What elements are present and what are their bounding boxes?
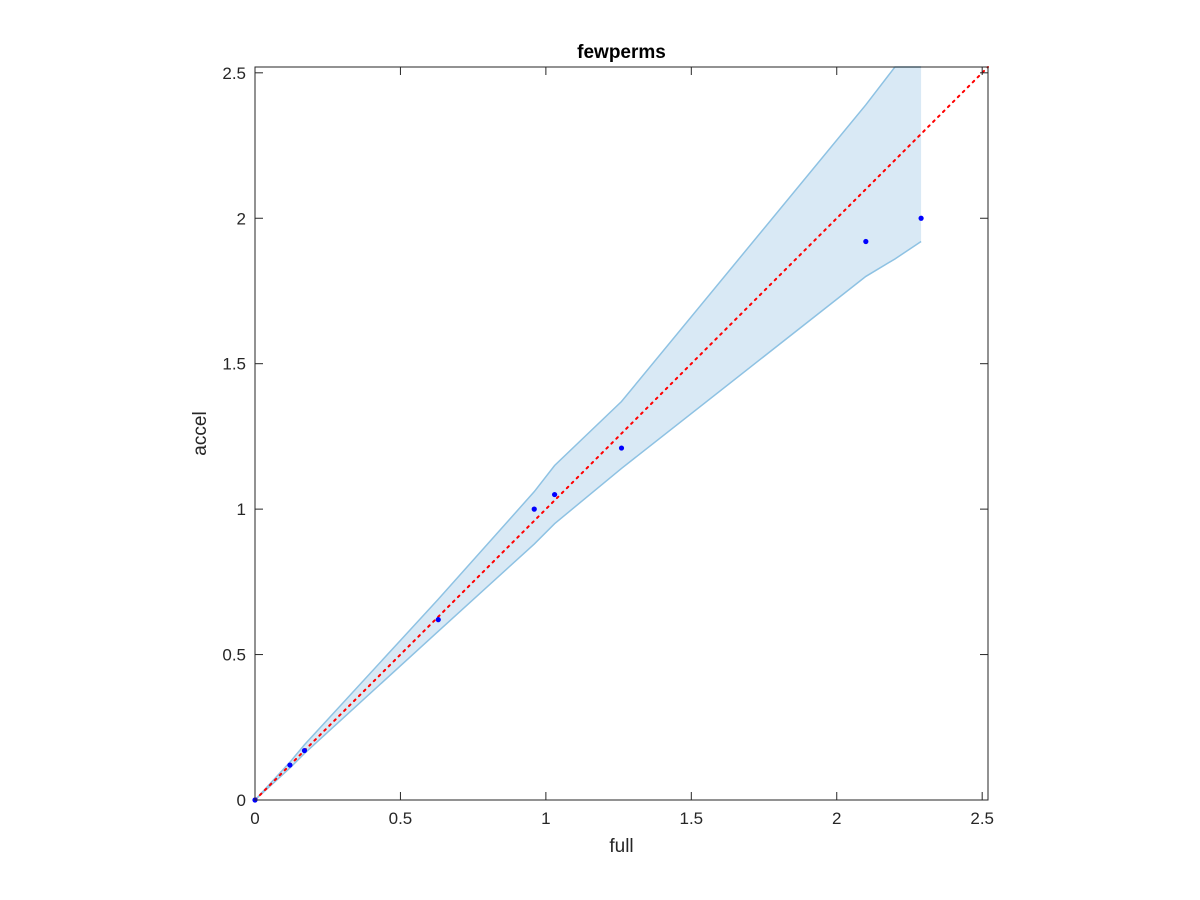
- x-axis-label: full: [609, 836, 633, 857]
- data-point: [435, 617, 441, 623]
- ticks: 0 0.5 1 1.5 2 2.5 0 0.5 1 1.5 2 2.5: [222, 64, 994, 828]
- x-tick-label: 2.5: [970, 809, 994, 828]
- band-upper-edge: [254, 66, 922, 801]
- y-tick-label: 0.5: [222, 646, 246, 665]
- y-tick-label: 2.5: [222, 64, 246, 83]
- plot-area: [252, 66, 989, 803]
- axes-box: [254, 66, 989, 801]
- y-tick-label: 1: [237, 500, 246, 519]
- data-point: [618, 445, 625, 451]
- y-tick-label: 1.5: [222, 355, 246, 374]
- confidence-band: [255, 67, 922, 800]
- x-tick-label: 1.5: [679, 809, 703, 828]
- data-point: [551, 491, 558, 498]
- data-point: [918, 215, 924, 221]
- data-point: [301, 747, 308, 754]
- x-tick-label: 1: [541, 809, 550, 828]
- reference-line: [254, 66, 989, 801]
- x-tick-label: 0: [250, 809, 259, 828]
- x-tick-label: 0.5: [389, 809, 413, 828]
- x-tick-label: 2: [832, 809, 841, 828]
- y-axis-label: accel: [190, 411, 211, 455]
- data-point: [287, 762, 293, 768]
- chart-title: fewperms: [577, 42, 666, 63]
- data-point: [863, 238, 869, 245]
- y-tick-label: 2: [237, 209, 246, 228]
- data-point: [531, 506, 537, 512]
- band-lower-edge: [254, 240, 922, 801]
- y-tick-label: 0: [237, 791, 246, 810]
